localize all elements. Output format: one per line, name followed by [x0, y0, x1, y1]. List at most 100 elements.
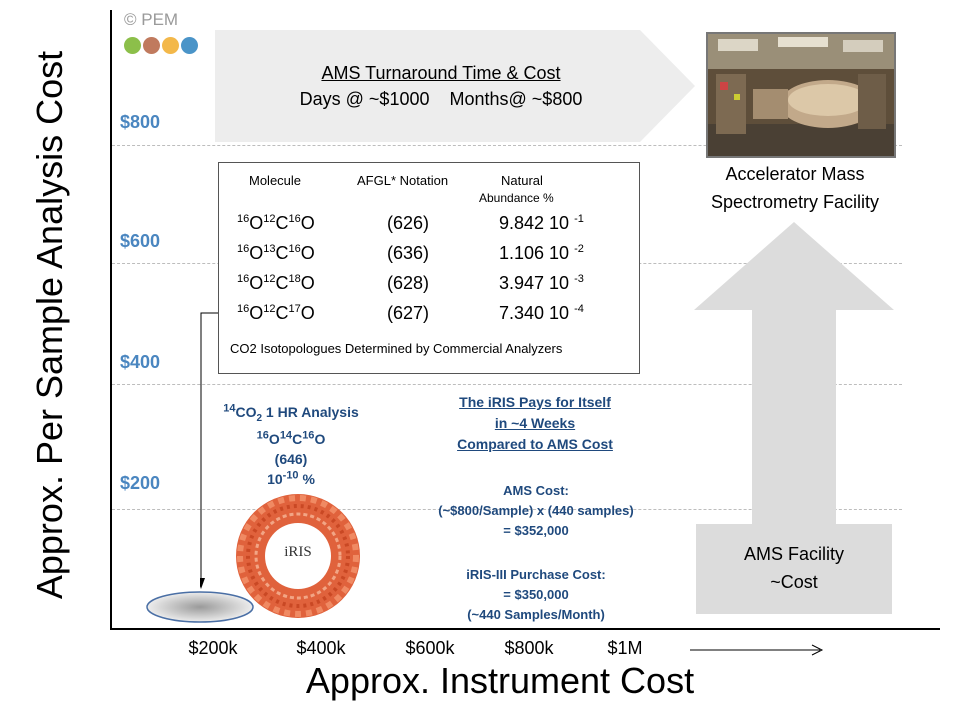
radiocarbon-analysis-time: 1 HR Analysis: [262, 404, 359, 420]
molecule-formula: 16O12C17O: [237, 303, 315, 323]
x-axis-label: Approx. Instrument Cost: [305, 660, 695, 701]
facility-line-1: Accelerator Mass: [725, 164, 865, 184]
payback-title-2: in ~4 Weeks: [494, 415, 576, 431]
isotope-mass: 16: [237, 213, 250, 225]
header-abundance-1: Natural: [501, 173, 543, 188]
leader-arrow: [200, 312, 218, 589]
x-tick-1m: $1M: [607, 638, 643, 658]
x-tick-400k: $400k: [296, 638, 346, 658]
abundance-mantissa: 9.842 10: [499, 213, 570, 233]
abundance-exponent: -1: [574, 213, 584, 225]
radiocarbon-info: 14CO2 1 HR Analysis 16O14C16O (646) 10-1…: [206, 402, 376, 489]
afgl-notation: (628): [387, 273, 430, 293]
banner-subtitle: Days @ ~$1000 Months@ ~$800: [299, 89, 583, 109]
isotope-mass: 12: [263, 303, 276, 315]
abundance-exponent: -3: [574, 273, 584, 285]
y-tick-200: $200: [120, 473, 161, 493]
header-abundance-2: Abundance %: [479, 191, 554, 205]
ams-box-line-1: AMS Facility: [743, 544, 844, 564]
abundance-value: 3.947 10 -3: [499, 273, 584, 294]
isotope-mass: 16: [237, 273, 250, 285]
radiocarbon-notation: (646): [274, 450, 308, 467]
abundance-value: 9.842 10 -1: [499, 213, 584, 234]
facility-label: Accelerator Mass Spectrometry Facility: [660, 160, 930, 216]
y-axis-line: [110, 10, 112, 630]
copyright-label: © PEM: [124, 10, 179, 29]
radiocarbon-abundance: 10-10 %: [206, 469, 376, 489]
ams-cost-label: AMS Cost:: [503, 483, 569, 498]
radiocarbon-abundance-unit: %: [298, 470, 315, 487]
x-direction-arrow: [690, 644, 824, 656]
molecule-formula: 16O12C18O: [237, 273, 315, 293]
iris-cost-label: iRIS-III Purchase Cost:: [466, 567, 606, 582]
isotope-mass: 16: [256, 429, 269, 442]
abundance-exponent: -2: [574, 243, 584, 255]
abundance-value: 7.340 10 -4: [499, 303, 584, 324]
isotope-mass: 12: [263, 273, 276, 285]
ams-box-line-2: ~Cost: [770, 572, 818, 592]
abundance-mantissa: 3.947 10: [499, 273, 570, 293]
isotope-mass: 16: [302, 429, 315, 442]
facility-line-2: Spectrometry Facility: [710, 192, 880, 212]
abundance-value: 1.106 10 -2: [499, 243, 584, 264]
header-notation: AFGL* Notation: [357, 173, 449, 188]
banner-title: AMS Turnaround Time & Cost: [321, 63, 561, 83]
payback-title-1: The iRIS Pays for Itself: [459, 394, 611, 410]
radiocarbon-line-2: 16O14C16O: [256, 429, 326, 447]
abundance-mantissa: 1.106 10: [499, 243, 570, 263]
ams-cost-up-arrow: [694, 222, 894, 614]
abundance-mantissa: 7.340 10: [499, 303, 570, 323]
iris-cost-total: = $350,000: [503, 587, 569, 602]
isotope-rows: 16O12C16O (626) 9.842 10 -1 16O13C16O (6…: [237, 213, 637, 333]
isotope-mass: 12: [263, 213, 276, 225]
abundance-exponent: -4: [574, 303, 584, 315]
x-tick-800k: $800k: [504, 638, 554, 658]
table-caption: CO2 Isotopologues Determined by Commerci…: [230, 341, 563, 356]
radiocarbon-abundance-base: 10: [267, 470, 283, 487]
radiocarbon-mass: 14: [223, 402, 236, 415]
isotope-mass: 16: [237, 243, 250, 255]
iris-sample-rate: (~440 Samples/Month): [467, 607, 605, 622]
radiocarbon-abundance-exp: -10: [282, 469, 299, 482]
afgl-notation: (626): [387, 213, 430, 233]
isotope-mass: 16: [288, 213, 301, 225]
isotope-mass: 13: [263, 243, 276, 255]
logo-dots: [124, 37, 198, 54]
sample-cell-ellipse: [146, 591, 254, 623]
isotope-mass: 14: [279, 429, 293, 442]
gridline-200: [112, 509, 902, 510]
afgl-notation: (627): [387, 303, 430, 323]
x-axis-line: [110, 628, 940, 630]
logo-dot-orange: [162, 37, 179, 54]
logo-dot-blue: [181, 37, 198, 54]
ams-cost-total: = $352,000: [503, 523, 569, 538]
iris-cost-calc: iRIS-III Purchase Cost: = $350,000 (~440…: [386, 565, 686, 625]
turnaround-banner-arrow: [215, 30, 695, 142]
payback-title-3: Compared to AMS Cost: [457, 436, 613, 452]
isotope-mass: 16: [288, 243, 301, 255]
radiocarbon-line-1: 14CO2 1 HR Analysis: [206, 402, 376, 429]
y-tick-800: $800: [120, 112, 161, 132]
iris-logo-graphic: [236, 494, 360, 618]
isotope-mass: 16: [237, 303, 250, 315]
ams-facility-cost-label: AMS Facility ~Cost: [696, 540, 892, 596]
radiocarbon-formula: CO: [235, 404, 257, 420]
iris-logo: iRIS: [228, 486, 368, 626]
ams-facility-photo: [706, 32, 896, 158]
ams-cost-calc: AMS Cost: (~$800/Sample) x (440 samples)…: [386, 481, 686, 541]
isotope-mass: 17: [288, 303, 301, 315]
turnaround-banner-text: AMS Turnaround Time & Cost Days @ ~$1000…: [215, 60, 667, 112]
header-molecule: Molecule: [249, 173, 302, 188]
y-tick-400: $400: [120, 352, 161, 372]
molecule-formula: 16O12C16O: [237, 213, 315, 233]
isotope-mass: 18: [288, 273, 301, 285]
logo-dot-green: [124, 37, 141, 54]
isotope-table: Molecule AFGL* Notation Natural Abundanc…: [218, 162, 640, 374]
radiocarbon-subscript: 2: [256, 412, 263, 424]
molecule-formula: 16O13C16O: [237, 243, 315, 263]
afgl-notation: (636): [387, 243, 430, 263]
x-tick-200k: $200k: [188, 638, 238, 658]
payback-title: The iRIS Pays for Itself in ~4 Weeks Com…: [400, 392, 670, 455]
logo-dot-brown: [143, 37, 160, 54]
ams-cost-formula: (~$800/Sample) x (440 samples): [438, 503, 634, 518]
